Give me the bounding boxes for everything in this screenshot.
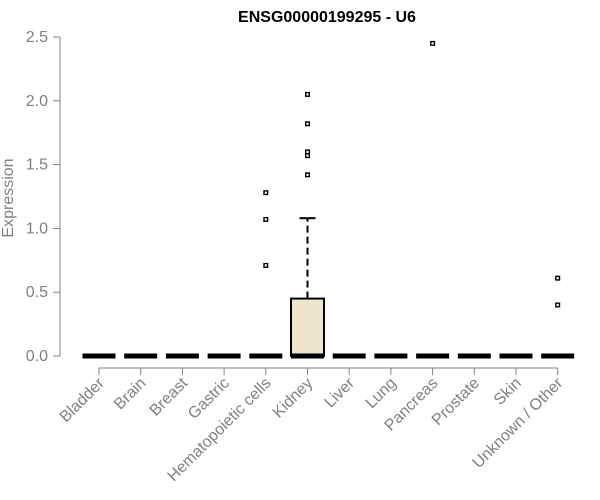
- y-tick-label: 0.5: [26, 284, 48, 301]
- outlier-point: [305, 153, 311, 159]
- y-tick-label: 1.0: [26, 220, 48, 237]
- y-tick-label: 2.0: [26, 93, 48, 110]
- box-kidney: [290, 91, 325, 359]
- outlier-point: [430, 40, 436, 46]
- outlier-point: [305, 172, 311, 178]
- y-tick-label: 1.5: [26, 157, 48, 174]
- outlier-point: [305, 149, 311, 155]
- x-tick-label: Kidney: [270, 375, 317, 422]
- y-tick-label: 0.0: [26, 348, 48, 365]
- x-tick-label: Breast: [147, 374, 192, 419]
- outlier-point: [555, 275, 561, 281]
- boxes: [82, 40, 575, 359]
- x-tick-label: Brain: [111, 375, 149, 413]
- x-tick-label: Skin: [491, 375, 525, 409]
- box-hematopoietic-cells: [249, 190, 283, 359]
- outlier-point: [305, 121, 311, 127]
- x-tick-label: Bladder: [57, 374, 108, 425]
- outlier-point: [305, 91, 311, 97]
- iqr-box: [290, 297, 325, 357]
- x-tick-label: Liver: [321, 374, 358, 411]
- outlier-point: [263, 190, 269, 196]
- box-unknown-other: [541, 275, 575, 359]
- outlier-point: [263, 216, 269, 222]
- y-tick-label: 2.5: [26, 29, 48, 46]
- chart-title: ENSG00000199295 - U6: [238, 9, 416, 26]
- x-tick-label: Lung: [363, 375, 400, 412]
- outlier-point: [555, 302, 561, 308]
- outlier-point: [263, 262, 269, 268]
- box-pancreas: [416, 40, 450, 359]
- y-axis-label: Expression: [0, 158, 17, 237]
